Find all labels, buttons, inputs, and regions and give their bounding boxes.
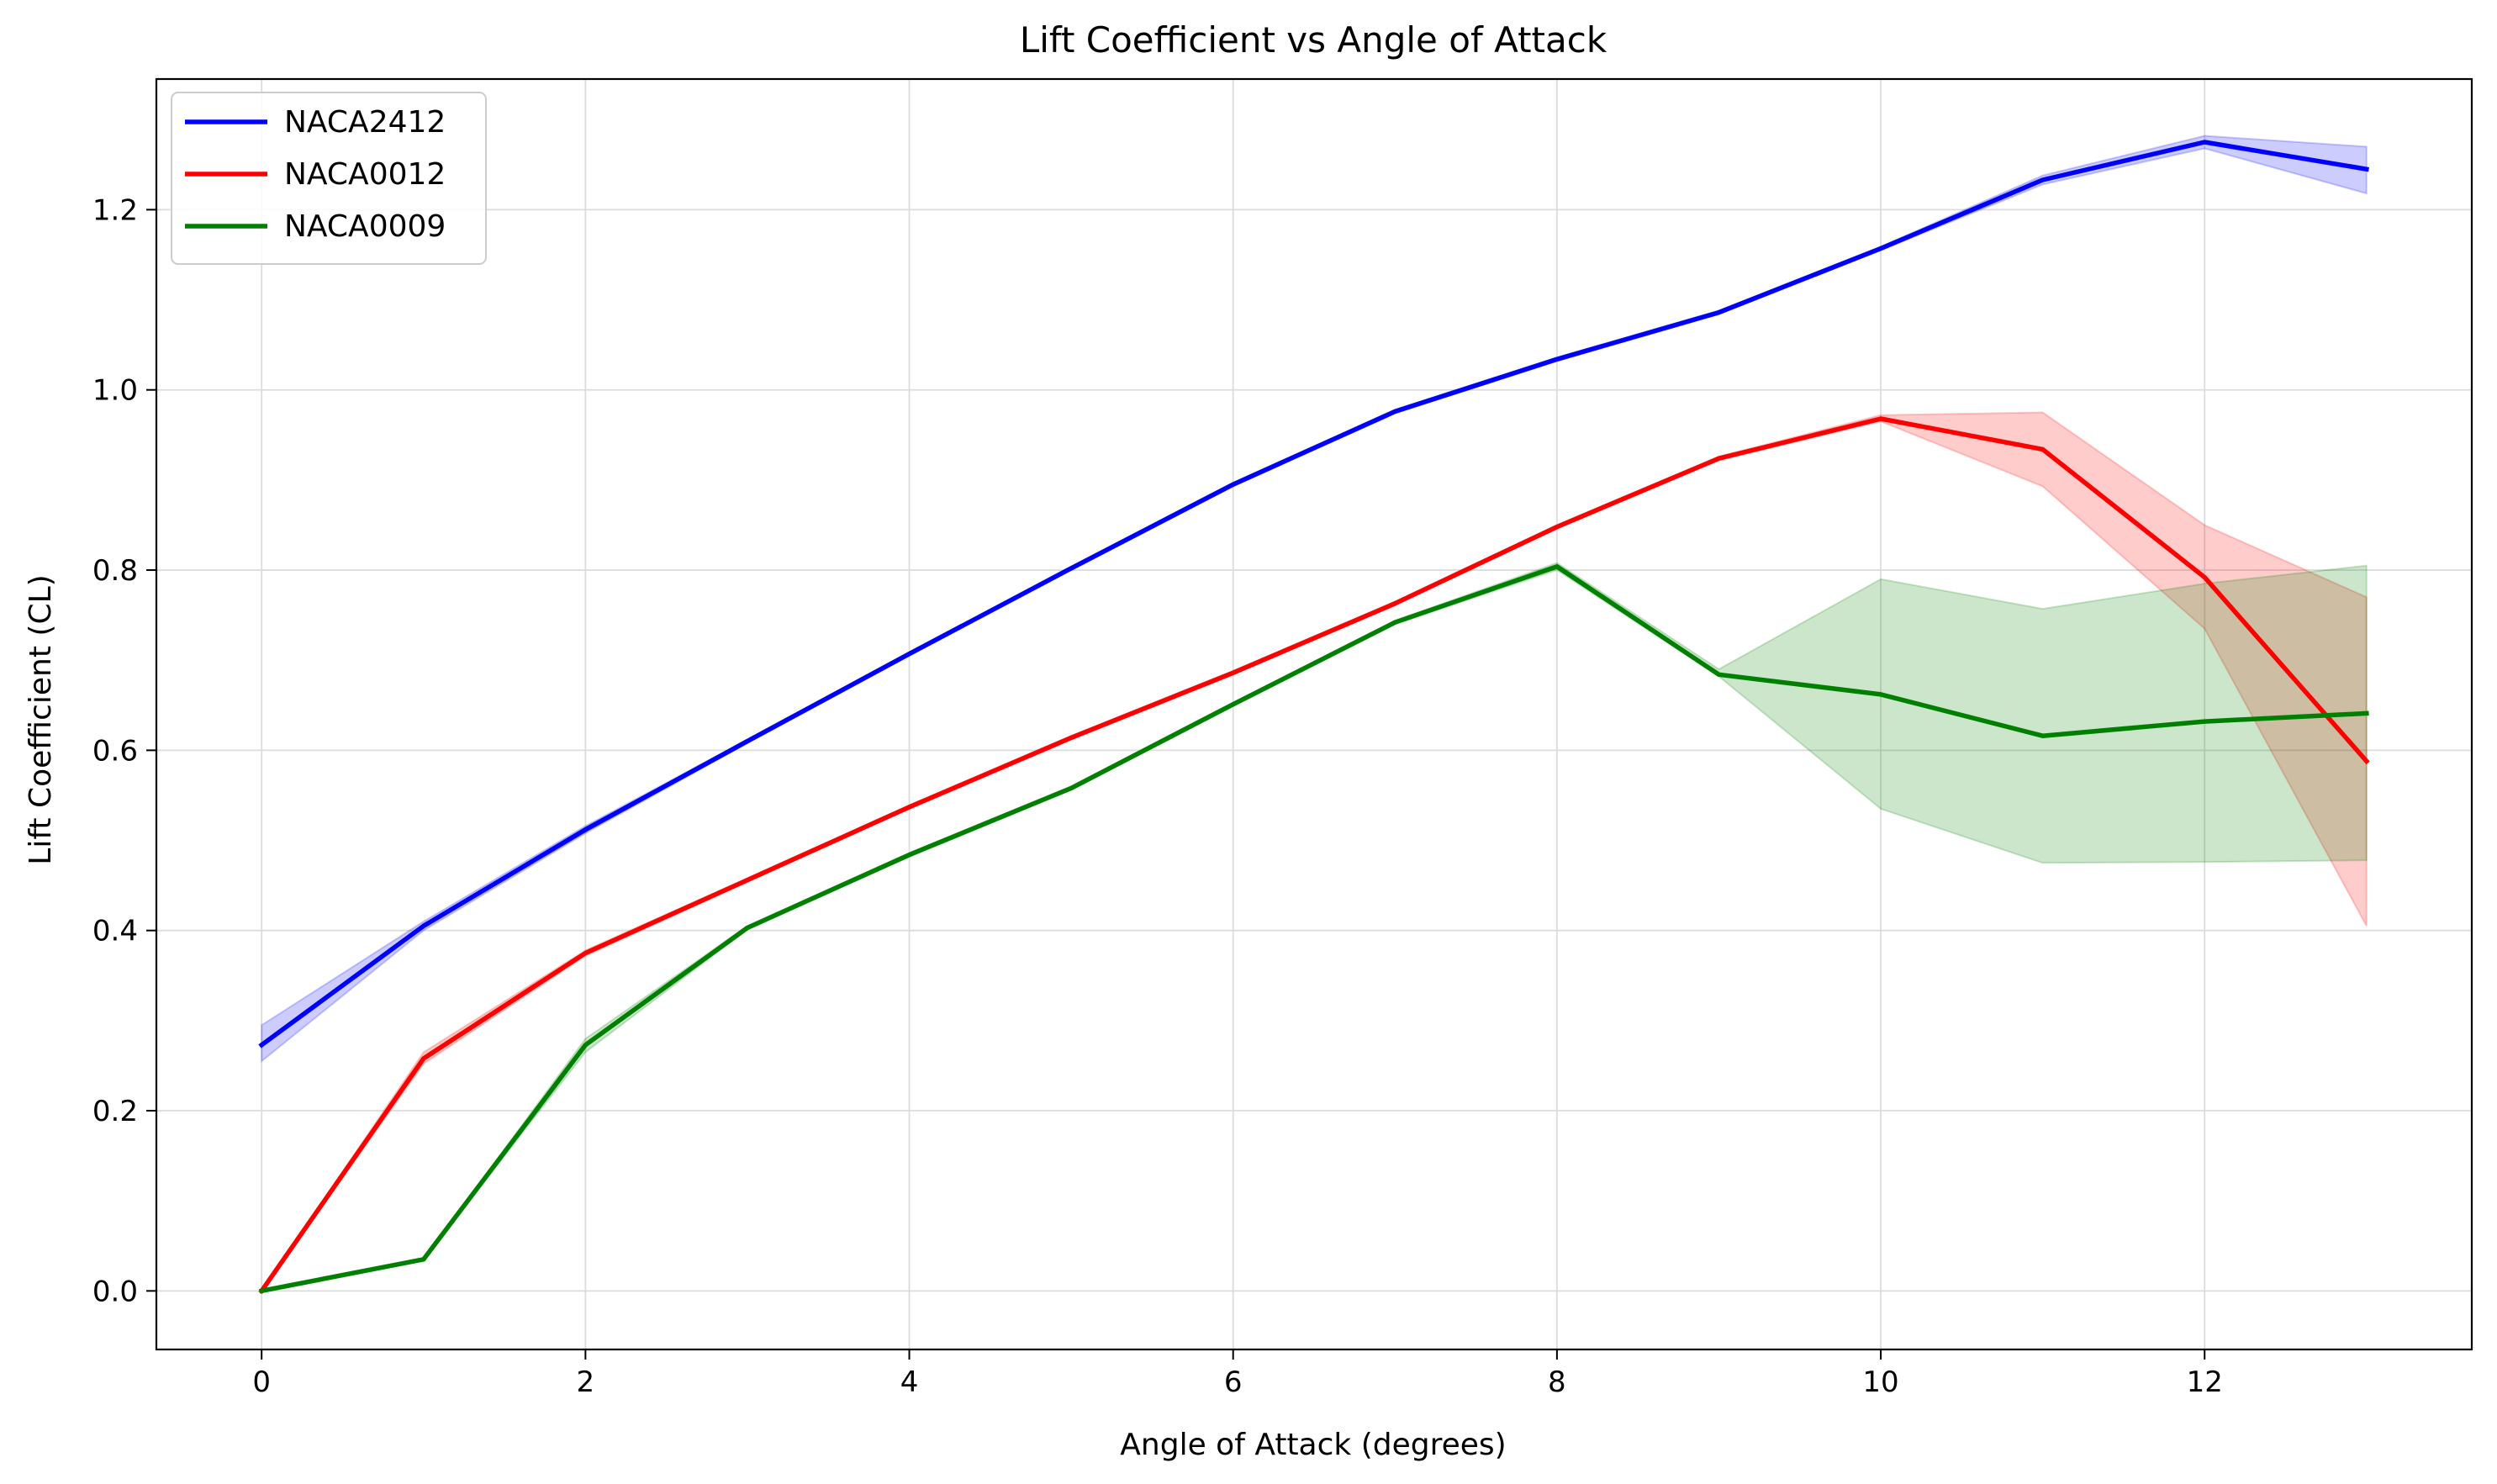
data-point xyxy=(259,1288,264,1293)
data-point xyxy=(1392,620,1397,625)
data-point xyxy=(583,951,588,955)
data-point xyxy=(2040,177,2046,182)
data-point xyxy=(421,1056,426,1061)
data-point xyxy=(1878,416,1883,421)
data-point xyxy=(1231,670,1236,675)
series-points-naca2412 xyxy=(259,140,2369,1048)
data-point xyxy=(1231,702,1236,707)
data-point xyxy=(421,923,426,928)
data-point xyxy=(2202,719,2207,724)
data-point xyxy=(2364,710,2369,716)
legend-box xyxy=(171,92,487,265)
data-point xyxy=(2364,166,2369,172)
data-point xyxy=(259,1043,264,1048)
data-point xyxy=(1878,692,1883,697)
series-lines xyxy=(258,140,2370,1295)
data-point xyxy=(1717,310,1721,315)
legend-label: NACA2412 xyxy=(284,105,446,140)
grid xyxy=(156,79,2472,1349)
data-point xyxy=(583,827,588,832)
legend-label: NACA0009 xyxy=(284,209,446,244)
series-points-naca0009 xyxy=(259,564,2369,1293)
data-point xyxy=(583,1043,588,1048)
x-tick-label: 10 xyxy=(1862,1365,1898,1399)
plot-frame xyxy=(155,77,2473,1351)
data-point xyxy=(1717,456,1721,461)
data-point xyxy=(1555,525,1560,530)
data-point xyxy=(1392,409,1397,414)
data-point xyxy=(1717,672,1721,677)
legend: NACA2412 NACA0012 NACA0009 xyxy=(171,92,487,265)
data-point xyxy=(745,926,750,930)
data-point xyxy=(1231,482,1236,487)
data-point xyxy=(421,1257,426,1262)
x-tick-label: 6 xyxy=(1224,1365,1243,1399)
data-point xyxy=(1878,246,1883,251)
data-point xyxy=(1069,735,1074,740)
data-point xyxy=(745,878,750,883)
data-point xyxy=(2040,733,2046,738)
x-axis-label: Angle of Attack (degrees) xyxy=(1120,1428,1506,1462)
data-point xyxy=(1392,601,1397,606)
data-point xyxy=(2202,575,2207,580)
data-point xyxy=(1069,566,1074,571)
axis-ticks: 0 2 4 6 8 10 12 0.0 0.2 0.4 0.6 0.8 1.0 1.2 xyxy=(92,193,2223,1399)
y-tick-label: 0.4 xyxy=(92,915,138,948)
y-tick-label: 0.0 xyxy=(92,1275,138,1308)
data-point xyxy=(2364,758,2369,763)
y-tick-label: 0.2 xyxy=(92,1095,138,1128)
x-tick-label: 0 xyxy=(252,1365,271,1399)
data-point xyxy=(1555,356,1560,362)
data-point xyxy=(907,853,911,858)
x-tick-label: 2 xyxy=(577,1365,595,1399)
data-point xyxy=(745,739,750,744)
y-tick-label: 0.8 xyxy=(92,554,138,588)
data-point xyxy=(907,652,911,657)
data-point xyxy=(1069,785,1074,790)
y-tick-label: 1.0 xyxy=(92,374,138,408)
data-point xyxy=(2202,140,2207,145)
legend-label: NACA0012 xyxy=(284,157,446,192)
x-tick-label: 12 xyxy=(2187,1365,2223,1399)
y-tick-label: 0.6 xyxy=(92,734,138,768)
y-axis-label: Lift Coefficient (CL) xyxy=(24,574,58,864)
series-line-naca0009 xyxy=(258,564,2369,1294)
data-point xyxy=(2040,446,2046,452)
x-tick-label: 8 xyxy=(1548,1365,1566,1399)
series-line-naca0012 xyxy=(258,416,2370,1295)
x-tick-label: 4 xyxy=(900,1365,919,1399)
data-point xyxy=(1555,564,1560,569)
series-line-naca2412 xyxy=(258,140,2369,1048)
data-point xyxy=(907,805,911,810)
y-tick-label: 1.2 xyxy=(92,193,138,227)
chart-title: Lift Coefficient vs Angle of Attack xyxy=(1020,19,1607,61)
